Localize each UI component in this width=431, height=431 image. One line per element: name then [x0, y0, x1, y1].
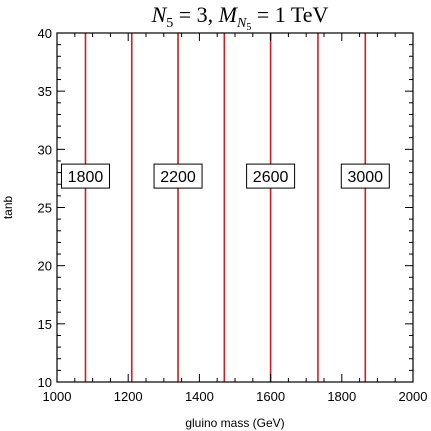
contour-label-box: [340, 163, 390, 189]
y-tick-label: 30: [38, 142, 52, 157]
y-tick-label: 25: [38, 201, 52, 216]
y-axis-label: tanb: [1, 195, 15, 219]
contour-label: 2200: [160, 169, 196, 186]
contour-label-box: [153, 163, 203, 189]
contour-label: 2600: [253, 169, 289, 186]
x-tick-label: 1400: [185, 389, 214, 404]
chart-title: N5 = 3, MN5 = 1 TeV: [151, 2, 329, 33]
contour-label-box: [246, 163, 296, 189]
axis-ticks: 1000 1200 1400 1600 1800 2000 10 15 20 25 30 35 40: [38, 26, 428, 404]
x-tick-label: 1000: [43, 389, 72, 404]
y-tick-label: 35: [38, 84, 52, 99]
x-tick-label: 1800: [327, 389, 356, 404]
contour-labels: 1800 2200 2600 3000: [60, 163, 390, 189]
x-tick-label: 2000: [399, 389, 428, 404]
y-tick-label: 10: [38, 375, 52, 390]
contour-label: 1800: [68, 169, 104, 186]
x-tick-label: 1600: [256, 389, 285, 404]
y-tick-label: 20: [38, 259, 52, 274]
contour-lines: [84, 33, 367, 382]
y-tick-label: 15: [38, 317, 52, 332]
contour-label: 3000: [347, 169, 383, 186]
plot-frame: [56, 32, 414, 383]
contour-label-box: [60, 163, 110, 189]
y-tick-label: 40: [38, 26, 52, 41]
x-axis-label: gluino mass (GeV): [185, 416, 284, 430]
x-tick-label: 1200: [114, 389, 143, 404]
